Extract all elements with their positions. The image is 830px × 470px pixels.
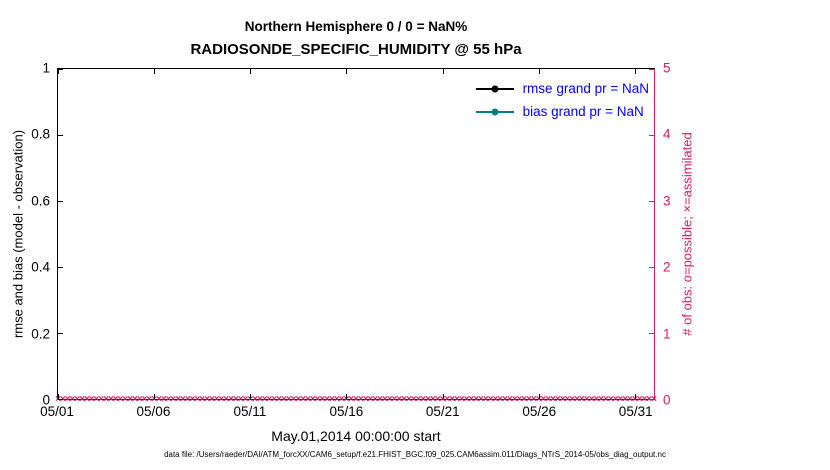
y-tick-mark [58, 135, 63, 136]
bias-line-sample [475, 108, 514, 115]
x-tick-mark [250, 394, 252, 399]
y-tick-label: 5 [663, 60, 671, 76]
y-tick-mark [58, 201, 63, 202]
right-y-tick-labels: 5 4 3 2 1 0 [663, 61, 703, 408]
y-tick-label: 0.6 [31, 193, 50, 209]
x-tick-label: 05/16 [329, 404, 364, 419]
legend-item-bias: bias grand pr = NaN [475, 104, 649, 119]
y-tick-mark [58, 69, 63, 70]
y-tick-mark [649, 333, 654, 334]
x-tick-label: 05/01 [40, 404, 74, 419]
y-tick-label: 0 [42, 392, 50, 408]
y-tick-mark [649, 399, 654, 400]
y-tick-label: 0.2 [31, 326, 50, 342]
x-tick-mark [442, 394, 444, 399]
y-tick-label: 4 [663, 126, 671, 142]
y-tick-mark [649, 69, 654, 70]
rmse-line-sample [475, 85, 514, 92]
rmse-marker-icon [491, 85, 499, 92]
x-tick-mark [250, 69, 252, 74]
legend-label-bias: bias grand pr = NaN [522, 104, 644, 119]
y-tick-mark [649, 135, 654, 136]
y-tick-label: 1 [663, 326, 671, 342]
bias-marker-icon [491, 108, 499, 115]
plot-area: rmse grand pr = NaN bias grand pr = NaN … [55, 68, 657, 405]
x-tick-mark [538, 69, 540, 74]
left-y-tick-labels: 1 0.8 0.6 0.4 0.2 0 [0, 61, 50, 408]
y-tick-label: 1 [42, 60, 50, 76]
x-tick-mark [58, 69, 59, 74]
legend-item-rmse: rmse grand pr = NaN [475, 81, 649, 96]
y-tick-mark [58, 267, 63, 268]
legend-label-rmse: rmse grand pr = NaN [522, 81, 649, 96]
chart-title: Northern Hemisphere 0 / 0 = NaN% RADIOSO… [57, 19, 655, 58]
x-tick-mark [346, 69, 348, 74]
chart-title-line2: RADIOSONDE_SPECIFIC_HUMIDITY @ 55 hPa [190, 41, 522, 58]
y-tick-label: 0.4 [31, 259, 50, 275]
x-tick-label: 05/11 [233, 404, 267, 419]
x-tick-label: 05/21 [425, 404, 460, 419]
y-tick-mark [58, 333, 63, 334]
x-tick-mark [154, 394, 156, 399]
x-tick-label: 05/31 [618, 404, 653, 419]
x-tick-label: 05/06 [136, 404, 171, 419]
x-tick-mark [346, 394, 348, 399]
y-tick-label: 0.8 [31, 126, 50, 142]
y-tick-label: 3 [663, 193, 671, 209]
data-file-caption: data file: /Users/raeder/DAI/ATM_forcXX/… [164, 450, 666, 459]
x-tick-mark [538, 394, 540, 399]
x-tick-labels: 05/01 05/06 05/11 05/16 05/21 05/26 05/3… [40, 404, 655, 422]
x-tick-label: 05/26 [522, 404, 557, 419]
y-tick-mark [649, 267, 654, 268]
x-axis-label: May.01,2014 00:00:00 start [271, 428, 441, 444]
chart-title-line1: Northern Hemisphere 0 / 0 = NaN% [244, 19, 468, 34]
y-tick-label: 2 [663, 259, 671, 275]
x-tick-mark [442, 69, 444, 74]
y-tick-label: 0 [663, 392, 671, 408]
x-tick-mark [154, 69, 156, 74]
y-tick-mark [58, 399, 63, 400]
x-tick-mark [634, 394, 636, 399]
x-tick-mark [634, 69, 636, 74]
y-tick-mark [649, 201, 654, 202]
legend: rmse grand pr = NaN bias grand pr = NaN [475, 81, 649, 119]
x-tick-mark [58, 394, 59, 399]
